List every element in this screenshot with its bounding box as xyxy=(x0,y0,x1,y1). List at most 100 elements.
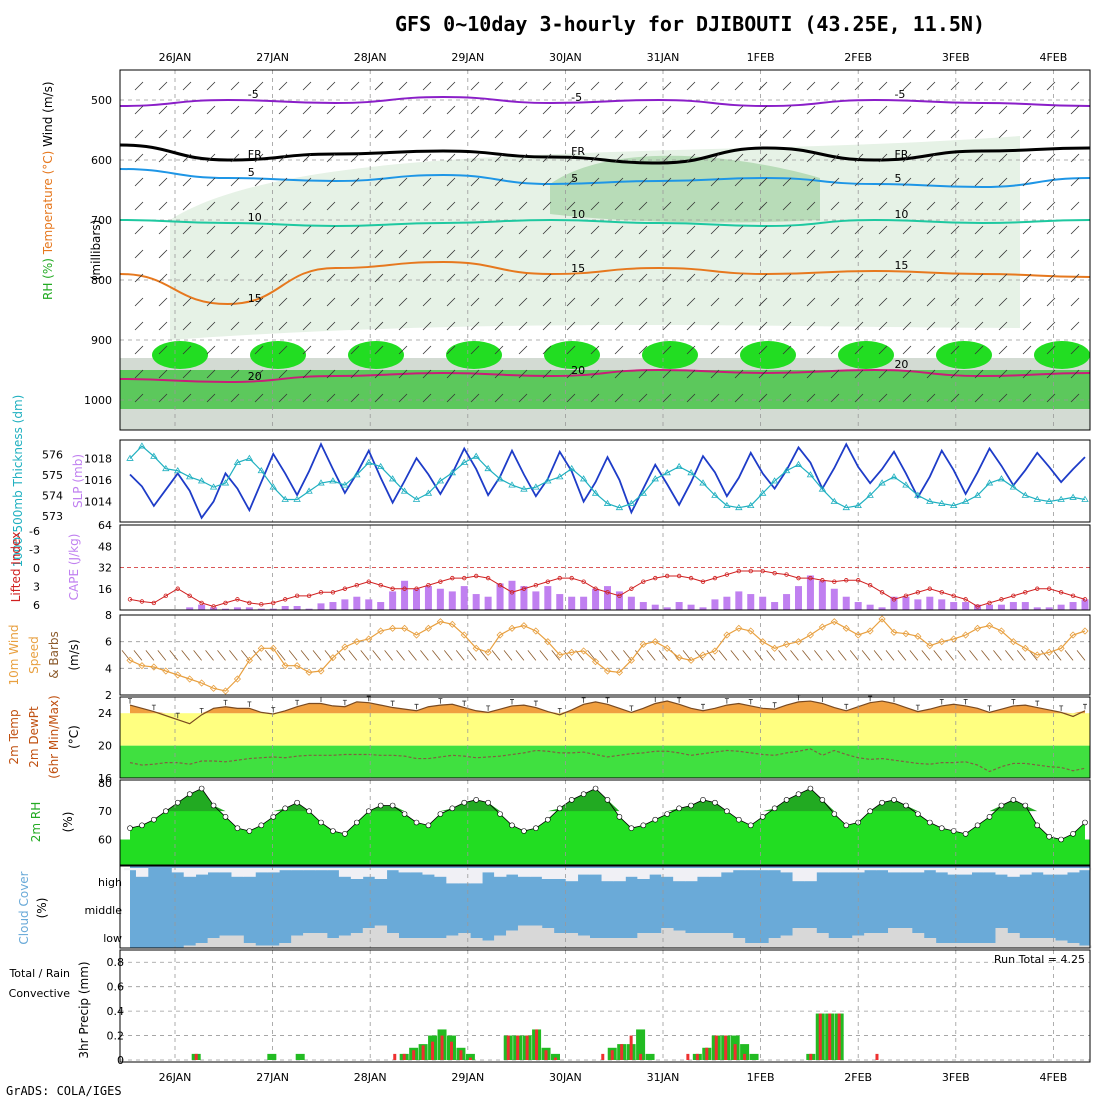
ua-barb xyxy=(542,273,552,283)
ua-barb xyxy=(422,225,432,235)
ua-barb xyxy=(422,81,432,91)
ua-barb xyxy=(1046,153,1056,163)
wind-point-78 xyxy=(1057,644,1065,652)
ua-barb xyxy=(494,177,504,187)
ua-barb xyxy=(878,321,888,331)
ua-barb xyxy=(278,345,288,355)
cloud-low-40 xyxy=(601,938,614,948)
wi-barb-74 xyxy=(1005,650,1014,661)
ua-barb xyxy=(734,321,744,331)
li-point-72 xyxy=(987,600,992,606)
ua-barb xyxy=(158,201,168,211)
ua-barb xyxy=(446,105,456,115)
rh-point-53 xyxy=(759,814,766,820)
wi-barb-33 xyxy=(515,650,525,661)
temp-max-tick-54 xyxy=(772,702,777,708)
ua-ylabel-part-4: Wind (m/s) xyxy=(41,81,55,146)
thickness-point-7 xyxy=(209,483,218,490)
cloud-low-44 xyxy=(649,933,662,948)
thickness-point-80 xyxy=(1081,495,1089,502)
wi-barb-11 xyxy=(253,650,262,661)
ua-barb xyxy=(782,393,792,403)
ua-barb xyxy=(422,177,432,187)
ua-barb xyxy=(182,177,192,187)
ua-barb xyxy=(1070,177,1080,187)
rh-point-73 xyxy=(998,802,1005,809)
rh-frame xyxy=(119,779,1091,866)
rh-point-54 xyxy=(771,805,778,812)
ua-barb xyxy=(1046,105,1056,115)
cloud-low-74 xyxy=(1007,933,1020,948)
ua-barb xyxy=(878,345,888,355)
wi-ylabel-3: & Barbs xyxy=(47,631,61,679)
precip-conv-42 xyxy=(525,1035,529,1060)
temp-max-tick-12 xyxy=(271,707,276,713)
cloud-low-73 xyxy=(995,928,1008,948)
cape-bar-78 xyxy=(1057,604,1065,610)
thickness-point-75 xyxy=(1021,491,1030,498)
ua-barb xyxy=(206,129,216,139)
ua-barb xyxy=(734,225,744,235)
wi-barb-66 xyxy=(909,650,919,661)
dew-band xyxy=(120,745,1090,778)
wind-point-68 xyxy=(938,638,946,646)
wi-barb-29 xyxy=(467,650,477,661)
thickness-point-12 xyxy=(269,483,277,490)
wind-point-55 xyxy=(782,640,791,648)
th-ytick-574: 574 xyxy=(42,489,63,502)
wi-barb-51 xyxy=(730,650,740,661)
ua-barb xyxy=(686,297,696,307)
ua-barb xyxy=(950,393,960,403)
rh-point-26 xyxy=(437,811,444,817)
wind-point-38 xyxy=(580,647,588,655)
ua-barb xyxy=(734,297,744,307)
ua-barb xyxy=(1046,177,1056,187)
ua-barb xyxy=(302,225,312,235)
pr-ytick-0.8: 0.8 xyxy=(107,956,125,969)
rh-blob-1 xyxy=(250,341,306,369)
thickness-point-27 xyxy=(448,469,457,476)
cape-bar-61 xyxy=(854,602,862,610)
wind-point-23 xyxy=(400,624,409,632)
wind-point-29 xyxy=(472,644,480,652)
series-slp xyxy=(129,442,1086,520)
rh-point-58 xyxy=(819,797,826,803)
ua-barb xyxy=(950,369,960,379)
ua-barb xyxy=(134,249,144,259)
ua-barb xyxy=(902,369,912,379)
ua-barb xyxy=(1070,201,1080,211)
ua-barb xyxy=(638,81,648,91)
ua-barb xyxy=(710,369,720,379)
ua-barb xyxy=(686,81,696,91)
cloud-low-27 xyxy=(446,935,459,948)
precip-total-45 xyxy=(550,1053,560,1060)
cloud-low-58 xyxy=(816,933,829,948)
ua-barb xyxy=(854,225,864,235)
ua-barb xyxy=(302,393,312,403)
cloud-high-35 xyxy=(541,868,555,879)
precip-conv-73 xyxy=(818,1013,822,1060)
ua-barb xyxy=(782,369,792,379)
ua-barb xyxy=(1046,297,1056,307)
precip-conv-44 xyxy=(544,1050,548,1060)
wind-point-15 xyxy=(305,668,313,676)
ua-barb xyxy=(614,369,624,379)
ua-barb xyxy=(1070,393,1080,403)
li-point-71 xyxy=(975,604,980,609)
ua-barb xyxy=(710,321,720,331)
ua-barb xyxy=(494,321,504,331)
cloud-low-66 xyxy=(911,933,925,948)
pr-ytick-0.6: 0.6 xyxy=(107,981,125,994)
li-point-46 xyxy=(676,573,682,579)
ua-barb xyxy=(470,297,480,307)
ua-barb xyxy=(1046,393,1056,403)
cloud-high-62 xyxy=(864,868,877,871)
wi-barb-80 xyxy=(1076,650,1086,661)
pr-frame xyxy=(119,949,1091,1063)
wind-point-13 xyxy=(281,662,289,670)
li-point-58 xyxy=(820,578,825,583)
ua-barb xyxy=(710,225,720,235)
ua-barb xyxy=(254,393,264,403)
ua-barb xyxy=(446,297,456,307)
wi-barb-60 xyxy=(837,650,847,661)
